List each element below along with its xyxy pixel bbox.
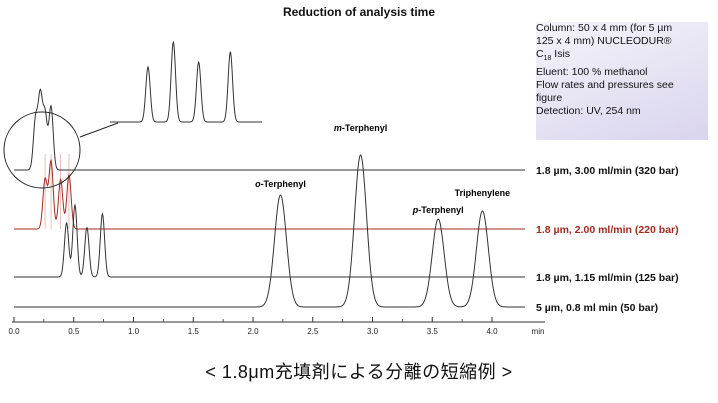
condition-line: C18 Isis <box>536 48 571 63</box>
legend-label: 5 µm, 0.8 ml min (50 bar) <box>536 302 658 314</box>
series-line <box>14 158 525 230</box>
x-tick-label: 0.0 <box>8 327 20 336</box>
chart-title: Reduction of analysis time <box>282 5 436 19</box>
peak-label: p-Terphenyl <box>412 205 464 215</box>
magnifier-circle <box>3 111 81 189</box>
condition-line: Detection: UV, 254 nm <box>536 105 641 118</box>
condition-line: Eluent: 100 % methanol <box>536 65 648 78</box>
condition-line: Column: 50 x 4 mm (for 5 µm <box>536 22 673 34</box>
legend-label: 1.8 µm, 3.00 ml/min (320 bar) <box>536 165 679 177</box>
peak-label: Triphenylene <box>455 188 511 198</box>
x-tick-label: 3.0 <box>367 327 379 336</box>
peak-label: o-Terphenyl <box>255 179 306 189</box>
x-tick-label: 0.5 <box>68 327 80 336</box>
slide-caption: < 1.8μm充填剤による分離の短縮例 > <box>205 362 513 382</box>
x-tick-label: 4.0 <box>486 327 498 336</box>
x-unit-label: min <box>532 327 545 336</box>
x-tick-label: 3.5 <box>427 327 439 336</box>
condition-line: 125 x 4 mm) NUCLEODUR® <box>536 35 672 48</box>
magnifier-connector <box>79 122 119 138</box>
zoom-inset-line <box>110 40 262 123</box>
condition-line: Flow rates and pressures see <box>536 78 674 91</box>
series-line <box>14 88 525 171</box>
x-tick-label: 2.5 <box>307 327 319 336</box>
condition-line: figure <box>536 92 563 105</box>
series-line <box>14 203 525 278</box>
series-line <box>14 154 525 308</box>
x-tick-label: 1.5 <box>188 327 200 336</box>
conditions-box: Column: 50 x 4 mm (for 5 µm 125 x 4 mm) … <box>536 22 708 140</box>
peak-label: m-Terphenyl <box>334 123 387 133</box>
x-tick-label: 2.0 <box>247 327 259 336</box>
x-tick-label: 1.0 <box>128 327 140 336</box>
legend-label: 1.8 µm, 1.15 ml/min (125 bar) <box>536 272 679 284</box>
legend-label: 1.8 µm, 2.00 ml/min (220 bar) <box>536 224 679 236</box>
